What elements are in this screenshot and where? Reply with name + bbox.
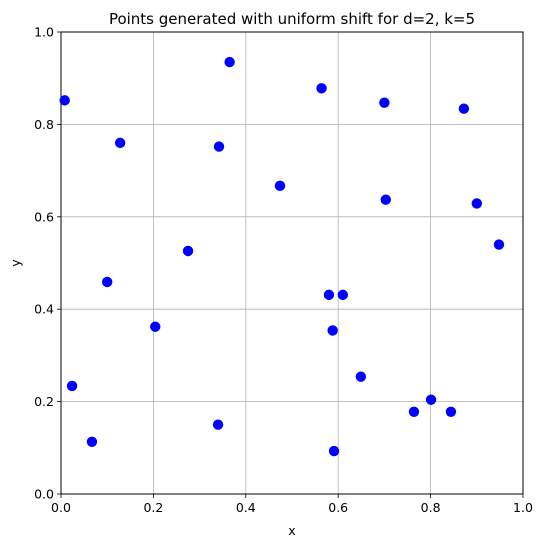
- x-axis: 0.0 0.2 0.4 0.6 0.8 1.0: [51, 494, 533, 515]
- data-point: [445, 406, 457, 417]
- chart-title: Points generated with uniform shift for …: [109, 10, 475, 28]
- x-tick-label: 0.2: [143, 500, 163, 515]
- data-point: [337, 289, 349, 301]
- x-axis-label: x: [288, 523, 295, 538]
- data-point: [150, 321, 161, 332]
- data-point: [114, 137, 126, 149]
- data-point: [316, 83, 327, 94]
- data-point: [212, 419, 224, 430]
- y-axis: 0.0 0.2 0.4 0.6 0.8 1.0: [34, 25, 61, 502]
- data-point: [328, 445, 340, 457]
- data-point: [425, 394, 437, 405]
- plot-area-frame: [60, 31, 524, 495]
- x-tick-label: 0.4: [236, 500, 256, 515]
- data-point: [66, 380, 78, 392]
- x-tick-label: 0.0: [51, 500, 71, 515]
- y-tick-label: 0.2: [34, 394, 54, 409]
- data-point: [213, 141, 225, 152]
- data-point: [224, 56, 235, 68]
- data-point: [59, 95, 70, 106]
- y-tick-label: 0.4: [34, 302, 54, 317]
- x-tick-label: 0.8: [421, 500, 441, 515]
- data-point: [355, 371, 367, 382]
- x-tick-label: 1.0: [513, 500, 533, 515]
- data-point: [379, 97, 390, 108]
- data-point: [471, 198, 482, 209]
- y-axis-label: y: [8, 259, 23, 267]
- y-tick-label: 0.6: [34, 209, 54, 224]
- data-point: [182, 245, 194, 257]
- data-point: [408, 406, 420, 417]
- data-point: [274, 180, 286, 192]
- data-point: [458, 103, 470, 114]
- data-point: [86, 436, 98, 447]
- y-tick-label: 1.0: [34, 25, 54, 40]
- y-tick-label: 0.0: [34, 487, 54, 502]
- data-points: [59, 56, 505, 457]
- data-point: [102, 276, 113, 288]
- data-point: [323, 289, 335, 301]
- x-tick-label: 0.6: [328, 500, 348, 515]
- data-point: [493, 239, 505, 250]
- y-tick-label: 0.8: [34, 117, 54, 132]
- data-point: [327, 325, 338, 336]
- data-point: [380, 194, 391, 205]
